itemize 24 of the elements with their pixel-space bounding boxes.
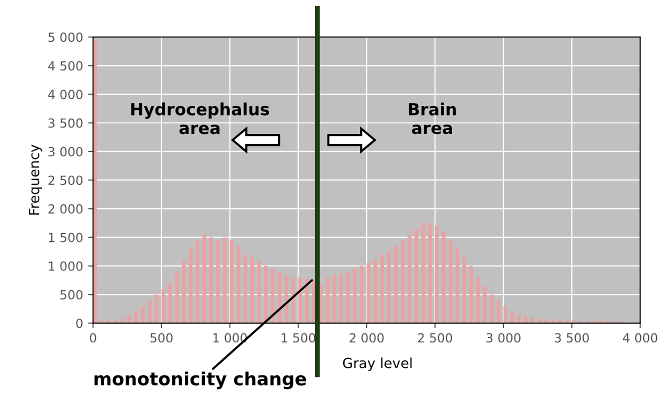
y-tick-label: 3 500 xyxy=(48,118,83,128)
y-tick-label: 2 500 xyxy=(48,176,83,186)
y-tick-label: 1 500 xyxy=(48,232,83,242)
x-tick-label: 500 xyxy=(150,333,173,343)
y-tick-label: 3 000 xyxy=(48,146,83,156)
annotation: Brain area xyxy=(408,102,456,134)
x-tick-label: 2 500 xyxy=(418,333,452,343)
x-axis-title: Gray level xyxy=(343,357,412,371)
x-tick-label: 4 000 xyxy=(622,333,658,343)
x-tick-label: 3 000 xyxy=(486,333,520,343)
x-tick-label: 0 xyxy=(90,333,96,343)
y-tick-label: 4 000 xyxy=(48,90,83,100)
x-tick-label: 1 500 xyxy=(282,333,316,343)
x-tick-label: 2 000 xyxy=(350,333,384,343)
y-tick-label: 5 000 xyxy=(48,32,83,42)
y-tick-label: 1 000 xyxy=(48,261,83,271)
y-tick-label: 4 500 xyxy=(48,61,83,71)
annotation: Hydrocephalus area xyxy=(131,102,270,134)
y-tick-label: 500 xyxy=(60,290,83,300)
x-tick-label: 3 500 xyxy=(554,333,589,343)
y-tick-label: 0 xyxy=(76,318,83,328)
y-axis-title: Frequency xyxy=(28,144,42,215)
y-tick-label: 2 000 xyxy=(48,204,83,214)
annotation: monotonicity change xyxy=(94,372,306,390)
